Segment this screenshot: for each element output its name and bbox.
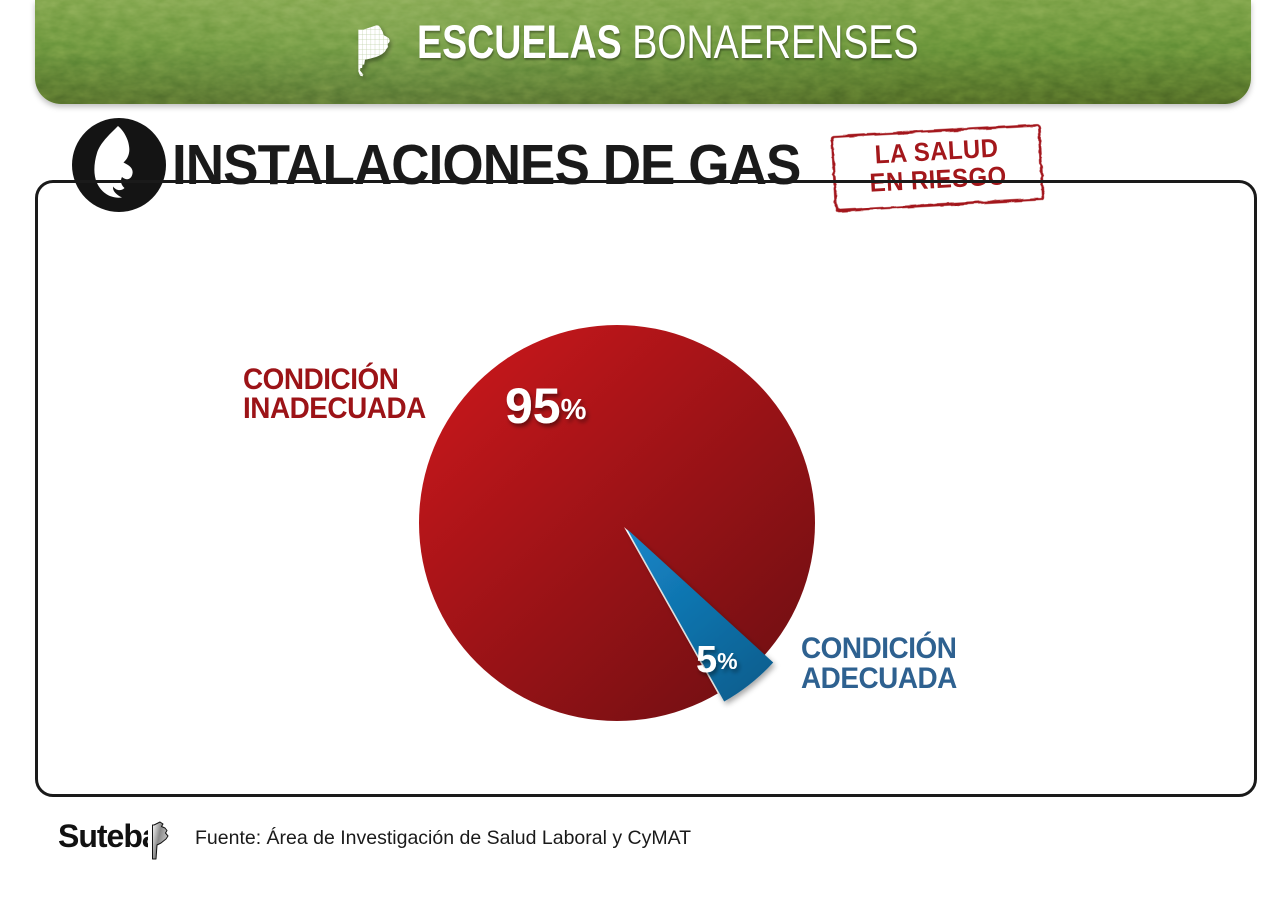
svg-text:CONDICIÓN: CONDICIÓN <box>243 361 398 396</box>
svg-text:ADECUADA: ADECUADA <box>801 662 957 695</box>
svg-text:Suteba: Suteba <box>58 818 148 854</box>
svg-text:INADECUADA: INADECUADA <box>243 392 426 425</box>
svg-text:CONDICIÓN: CONDICIÓN <box>801 630 956 665</box>
